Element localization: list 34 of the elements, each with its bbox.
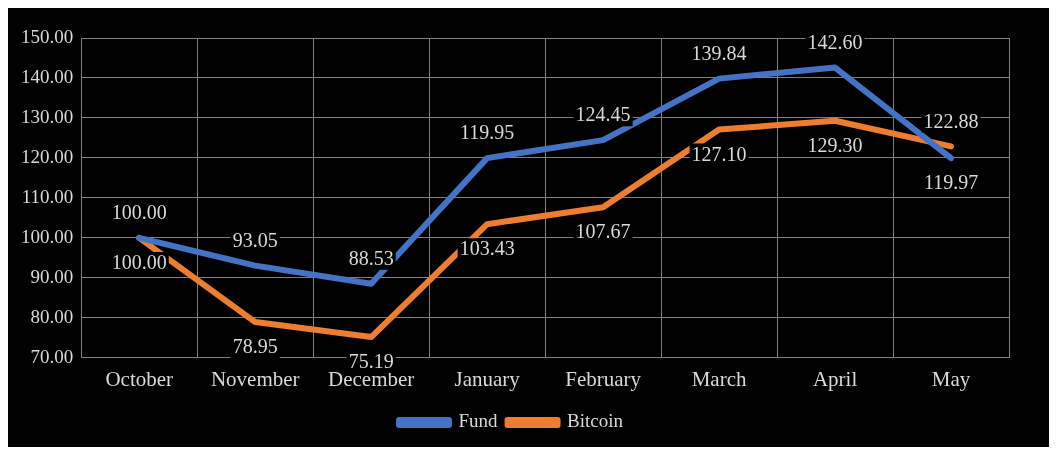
x-tick-label: April [812,366,858,391]
x-tick-label: March [691,366,747,391]
data-label: 139.84 [691,41,747,64]
data-label: 88.53 [348,246,394,269]
data-label: 124.45 [575,103,631,126]
data-label: 103.43 [459,237,515,260]
data-label: 129.30 [807,134,863,156]
data-label: 119.95 [460,121,515,144]
legend-label: Fund [458,410,499,432]
data-label: 75.19 [348,350,394,373]
data-label: 100.00 [111,201,167,224]
y-tick-label: 90.00 [30,265,74,287]
data-label: 142.60 [807,30,863,53]
x-tick-label: May [931,366,971,391]
data-label: 93.05 [232,228,278,251]
data-label: 127.10 [691,142,747,165]
y-tick-label: 80.00 [30,305,74,327]
x-tick-label: November [210,366,300,391]
y-tick-label: 150.00 [21,25,74,47]
y-tick-label: 110.00 [21,185,74,207]
data-label: 119.97 [923,171,979,194]
y-tick-label: 120.00 [21,145,74,167]
data-label: 122.88 [923,109,979,132]
y-tick-label: 130.00 [21,105,74,127]
data-label: 100.00 [111,251,167,274]
data-label: 107.67 [575,220,631,243]
y-tick-label: 70.00 [30,345,74,367]
y-tick-label: 140.00 [21,65,74,87]
y-tick-label: 100.00 [21,225,74,247]
x-tick-label: January [454,366,521,391]
legend-label: Bitcoin [567,410,624,432]
x-tick-label: February [565,366,642,391]
x-tick-label: October [105,366,174,391]
data-label: 78.95 [232,335,278,358]
